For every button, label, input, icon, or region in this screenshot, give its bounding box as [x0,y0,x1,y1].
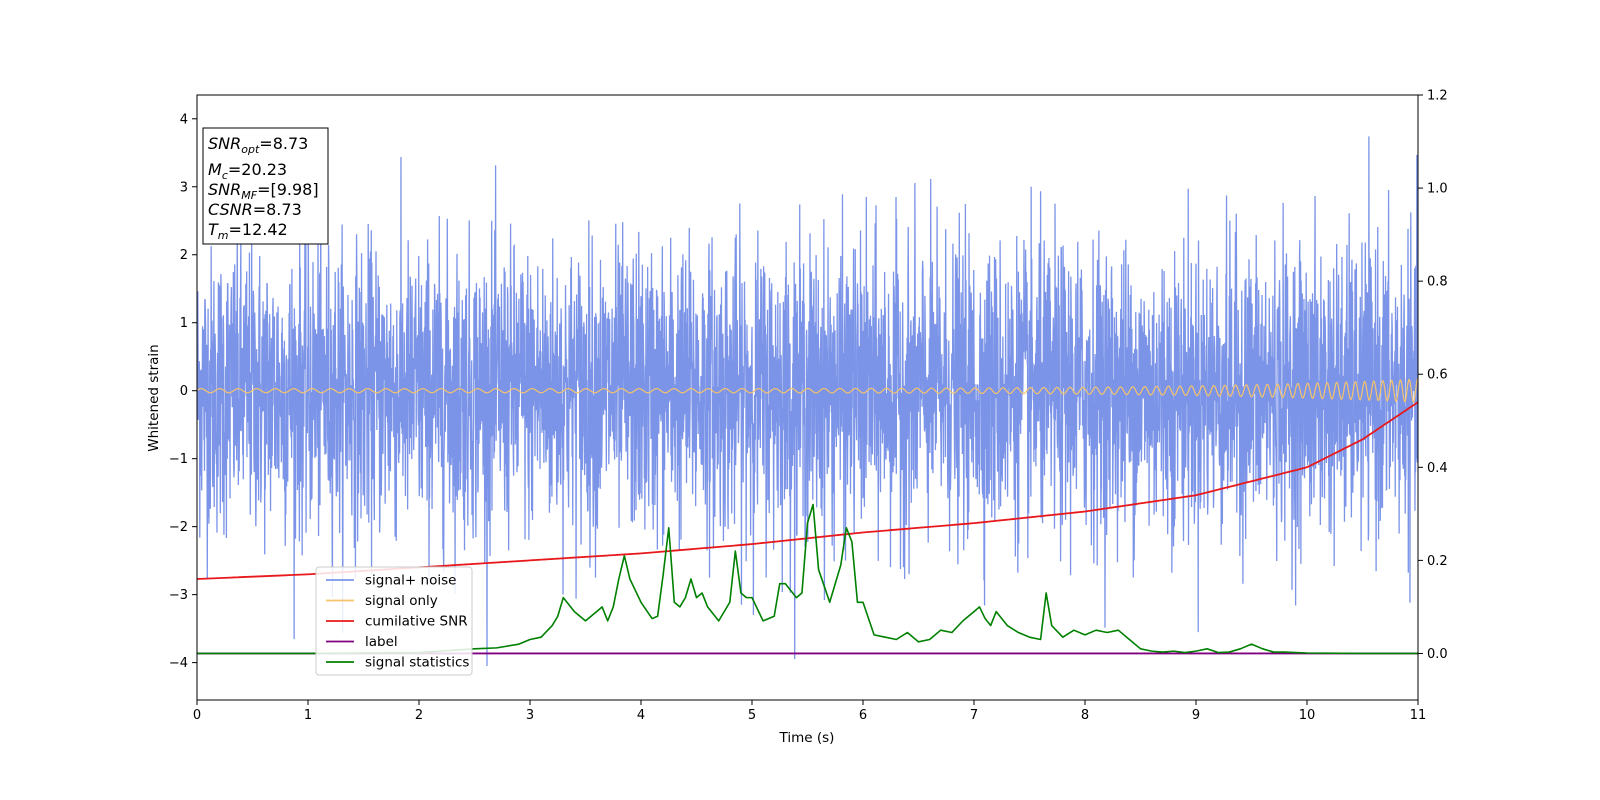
x-axis-label: Time (s) [779,730,835,746]
stats-mc: Mc=20.23 [208,160,287,182]
x-tick-label: 3 [526,708,534,723]
y-right-tick-label: 0.0 [1427,647,1448,662]
x-tick-label: 0 [193,708,201,723]
legend-label: signal+ noise [365,573,456,589]
x-tick: 3 [526,700,534,723]
y-right-tick: 0.0 [1418,647,1448,662]
y-left-tick-label: 3 [180,180,188,195]
y-left-tick-label: 4 [180,112,188,127]
x-tick-label: 11 [1410,708,1427,723]
y-right-tick: 0.4 [1418,461,1448,476]
plot-frame [196,94,1419,701]
stats-box: SNRopt=8.73 Mc=20.23 SNRMF=[9.98] CSNR=8… [202,127,329,245]
x-tick: 8 [1081,700,1089,723]
legend-label: signal only [365,593,438,609]
x-tick: 11 [1410,700,1427,723]
y-right-tick: 1.0 [1418,182,1448,197]
y-left-tick: −4 [169,656,197,671]
x-tick: 7 [970,700,978,723]
x-tick: 4 [637,700,645,723]
x-tick: 2 [415,700,423,723]
legend-entry: cumilative SNR [326,614,468,630]
y-right-tick-label: 1.0 [1427,182,1448,197]
y-left-tick-label: 1 [180,316,188,331]
y-axis-label: Whitened strain [146,344,162,451]
y-left-tick-label: 0 [180,384,188,399]
legend-entry: signal+ noise [326,573,456,589]
y-left-tick-label: 2 [180,248,188,263]
y-left-tick: −2 [169,520,197,535]
x-tick: 0 [193,700,201,723]
x-tick-label: 5 [748,708,756,723]
y-left-tick: 1 [180,316,197,331]
x-tick-label: 7 [970,708,978,723]
y-right-tick: 1.2 [1418,89,1448,104]
x-tick-label: 6 [859,708,867,723]
y-left-tick: 2 [180,248,197,263]
x-tick: 5 [748,700,756,723]
series-signal-statistics [197,503,1418,655]
x-tick: 10 [1299,700,1316,723]
x-tick-label: 10 [1299,708,1316,723]
y-left-tick-label: −4 [169,656,188,671]
stats-csnr: CSNR=8.73 [208,200,302,219]
stats-snr-mf: SNRMF=[9.98] [208,180,319,202]
y-left-tick: 4 [180,112,197,127]
y-left-tick: 0 [180,384,197,399]
y-left-tick-label: −3 [169,588,188,603]
y-right-tick: 0.8 [1418,275,1448,290]
y-right-tick-label: 0.8 [1427,275,1448,290]
stats-snr-opt: SNRopt=8.73 [208,134,308,156]
y-left-tick-label: −2 [169,520,188,535]
series-signal-noise [197,136,1418,667]
x-tick-label: 1 [304,708,312,723]
legend-entry: signal only [326,593,438,609]
legend: signal+ noise signal only cumilative SNR la… [315,566,473,676]
y-left-tick-label: −1 [169,452,188,467]
x-tick: 6 [859,700,867,723]
y-left-tick: 3 [180,180,197,195]
stats-tm: Tm=12.42 [208,220,288,242]
legend-label: cumilative SNR [365,614,468,630]
y-left-tick: −3 [169,588,197,603]
series-signal-only [197,378,1418,403]
y-right-tick-label: 1.2 [1427,89,1448,104]
x-tick: 9 [1192,700,1200,723]
legend-label: label [365,634,398,650]
x-tick-label: 9 [1192,708,1200,723]
y-right-tick-label: 0.6 [1427,368,1448,383]
x-tick-label: 8 [1081,708,1089,723]
y-right-tick-label: 0.2 [1427,554,1448,569]
legend-entry: label [326,634,398,650]
y-left-tick: −1 [169,452,197,467]
x-tick-label: 2 [415,708,423,723]
legend-entry: signal statistics [326,655,469,671]
y-right-tick-label: 0.4 [1427,461,1448,476]
legend-label: signal statistics [365,655,469,671]
x-tick: 1 [304,700,312,723]
y-right-tick: 0.2 [1418,554,1448,569]
x-tick-label: 4 [637,708,645,723]
y-right-tick: 0.6 [1418,368,1448,383]
